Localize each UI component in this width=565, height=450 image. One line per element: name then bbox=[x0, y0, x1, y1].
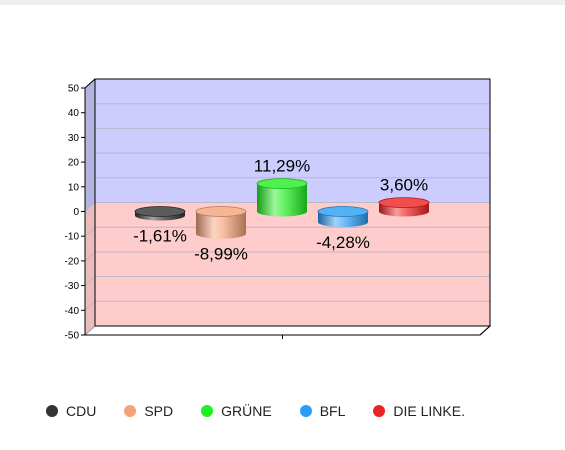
legend-dot-icon bbox=[299, 405, 312, 417]
y-tick-label: -30 bbox=[65, 281, 80, 292]
legend-label: SPD bbox=[144, 403, 174, 419]
grid-line-side bbox=[84, 103, 96, 114]
y-tick-label: 30 bbox=[68, 133, 80, 144]
bar-DIE LINKE. bbox=[378, 197, 430, 217]
legend-item-bfl: BFL bbox=[299, 403, 346, 419]
grid-line-side bbox=[84, 251, 96, 262]
legend-dot-icon bbox=[46, 405, 58, 417]
bar-body bbox=[196, 211, 246, 239]
grid-line-side bbox=[84, 152, 96, 163]
y-axis-line bbox=[84, 78, 96, 335]
data-labels: -1,61% -8,99% 11,29% -4,28% 3,60% bbox=[133, 157, 428, 264]
side-wall-negative bbox=[85, 202, 95, 335]
bar-body bbox=[257, 183, 307, 217]
grid-line-side bbox=[84, 202, 96, 212]
y-tick-label: -40 bbox=[65, 306, 80, 317]
side-wall-positive bbox=[85, 79, 95, 212]
y-tick-label: 10 bbox=[68, 182, 80, 193]
legend-dot-icon bbox=[201, 405, 214, 417]
data-label: -4,28% bbox=[316, 233, 370, 252]
grid-line-side bbox=[84, 325, 96, 336]
grid-line-side bbox=[84, 276, 96, 286]
bars bbox=[134, 178, 430, 239]
bar-CDU bbox=[134, 206, 186, 221]
floor bbox=[83, 325, 492, 336]
legend-dot-icon bbox=[124, 405, 137, 417]
bar-SPD bbox=[195, 206, 247, 239]
data-label: -8,99% bbox=[194, 245, 248, 264]
bar-GRÜNE bbox=[256, 178, 308, 217]
legend-label: GRÜNE bbox=[221, 403, 272, 419]
grid-line-side bbox=[84, 128, 96, 138]
legend: CDU SPD GRÜNE BFL DIE LINKE. bbox=[46, 401, 465, 421]
bar-top bbox=[378, 197, 430, 209]
axes: 50 40 30 20 10 0 -10 -20 -30 -40 -50 bbox=[65, 78, 491, 342]
legend-item-cdu: CDU bbox=[46, 403, 96, 419]
legend-dot-icon bbox=[373, 405, 386, 417]
negative-region bbox=[95, 202, 490, 326]
legend-label: BFL bbox=[319, 403, 346, 419]
legend-label: DIE LINKE. bbox=[393, 403, 465, 419]
legend-item-spd: SPD bbox=[124, 403, 173, 419]
legend-label: CDU bbox=[66, 403, 97, 419]
bar-top bbox=[134, 206, 186, 217]
grid-line-side bbox=[84, 300, 96, 311]
y-tick-label: -50 bbox=[65, 331, 80, 342]
y-tick-label: 20 bbox=[68, 158, 80, 169]
bar-top bbox=[256, 178, 308, 190]
floor-edge bbox=[479, 325, 491, 336]
data-label: 11,29% bbox=[254, 157, 310, 176]
top-strip bbox=[0, 0, 565, 5]
bar-BFL bbox=[317, 206, 369, 228]
data-label: -1,61% bbox=[133, 226, 187, 245]
bar-top bbox=[195, 206, 247, 217]
y-tick-label: 40 bbox=[68, 108, 80, 119]
y-tick-label: 50 bbox=[68, 84, 80, 95]
y-tick-label: -10 bbox=[65, 232, 80, 243]
grid-line-side bbox=[84, 177, 96, 188]
y-tick-label: -20 bbox=[65, 256, 80, 267]
legend-item-gruene: GRÜNE bbox=[201, 403, 272, 419]
legend-item-die-linke: DIE LINKE. bbox=[373, 403, 465, 419]
y-tick-label: 0 bbox=[73, 207, 79, 218]
bar-top bbox=[317, 206, 369, 217]
grid-line-side bbox=[84, 226, 96, 237]
back-wall-border bbox=[94, 78, 491, 327]
data-label: 3,60% bbox=[380, 176, 428, 195]
